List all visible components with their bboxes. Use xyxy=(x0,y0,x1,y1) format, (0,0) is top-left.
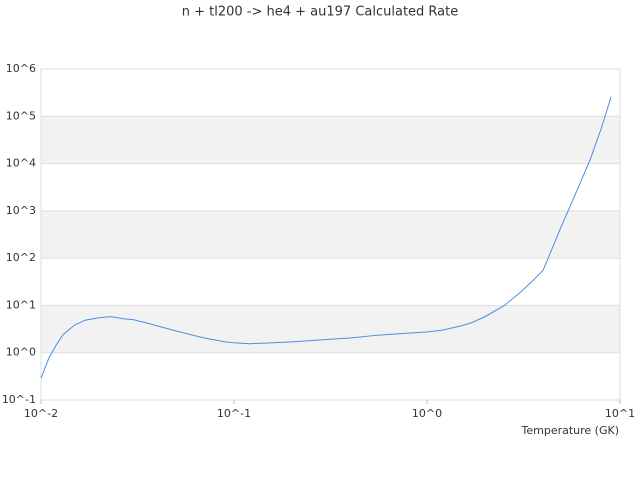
data-line xyxy=(40,96,612,379)
x-tick-label: 10^-1 xyxy=(217,407,251,420)
y-tick-label: 10^6 xyxy=(6,62,36,75)
grid-band xyxy=(41,305,620,353)
chart-title: n + tl200 -> he4 + au197 Calculated Rate xyxy=(182,5,459,20)
y-tick-label: 10^1 xyxy=(6,298,36,311)
grid-band xyxy=(41,210,620,259)
grid-band xyxy=(41,116,620,164)
y-tick-label: 10^3 xyxy=(6,204,36,217)
x-axis-label: Temperature (GK) xyxy=(521,424,620,437)
x-tick-label: 10^0 xyxy=(412,407,442,420)
y-tick-label: 10^-1 xyxy=(2,393,36,406)
y-tick-label: 10^5 xyxy=(6,109,36,122)
y-tick-label: 10^4 xyxy=(6,157,36,170)
x-tick-label: 10^1 xyxy=(605,407,635,420)
plot-frame xyxy=(40,68,621,401)
y-tick-label: 10^2 xyxy=(6,251,36,264)
y-tick-label: 10^0 xyxy=(6,346,36,359)
x-tick-label: 10^-2 xyxy=(24,407,58,420)
